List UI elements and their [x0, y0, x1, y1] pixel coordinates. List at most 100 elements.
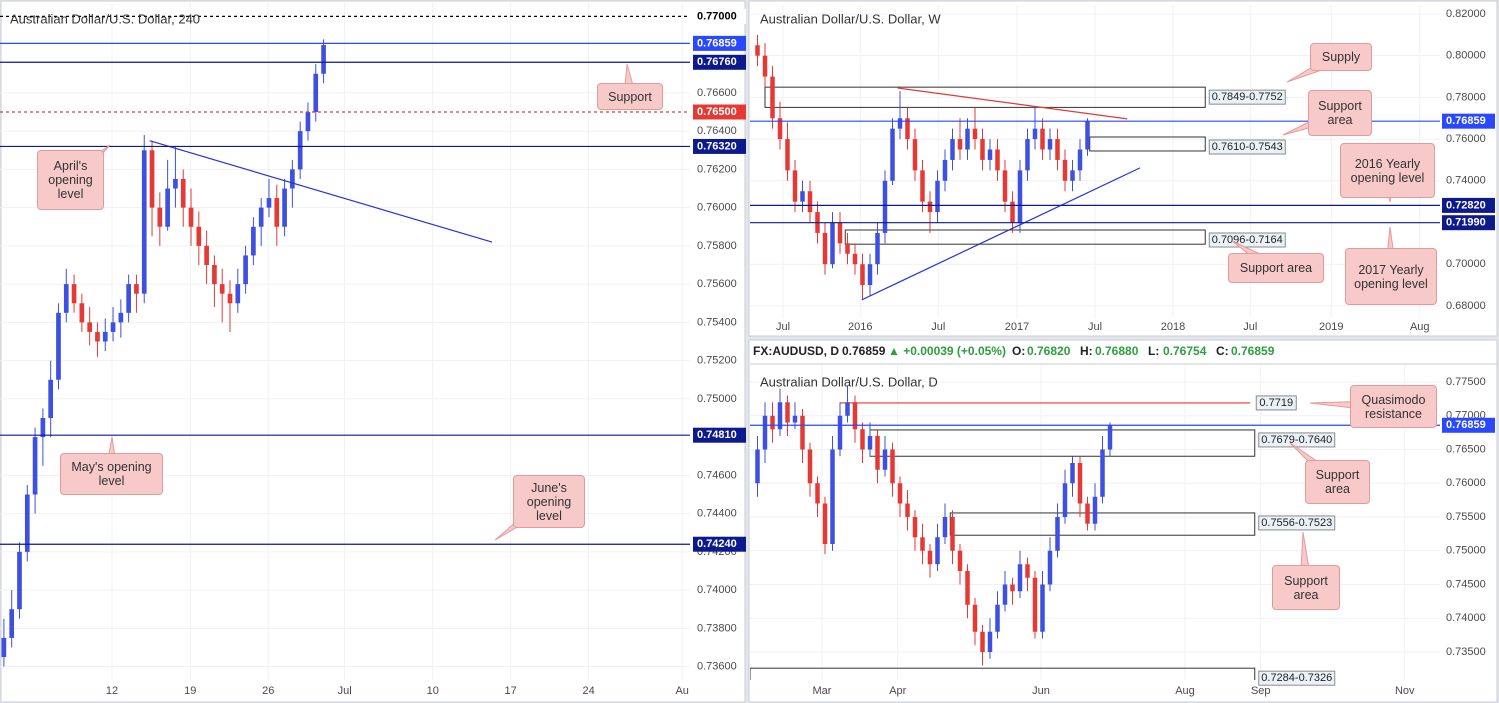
candle-body — [227, 293, 233, 304]
candle-body — [890, 449, 895, 484]
level-label-box — [693, 54, 746, 70]
candle-body — [905, 503, 910, 517]
candle-body — [1107, 425, 1113, 450]
zone-label: 0.7284-0.7326 — [1261, 672, 1332, 684]
candle-body — [1047, 139, 1053, 150]
candle-body — [1010, 201, 1015, 223]
candle-body — [1077, 463, 1083, 504]
callout: Supply — [1310, 43, 1372, 71]
callout: Support area — [1308, 90, 1372, 136]
candle-body — [126, 284, 131, 313]
y-tick-label: 0.70000 — [1446, 258, 1486, 270]
candle-body — [957, 139, 963, 150]
candle-body — [274, 198, 280, 227]
level-label-box — [1442, 417, 1495, 433]
candle-body — [188, 207, 194, 227]
candle-body — [762, 415, 768, 450]
candle-body — [882, 180, 888, 233]
candle-body — [995, 604, 1000, 632]
candle-body — [822, 503, 828, 544]
candle-body — [800, 191, 805, 202]
candle-body — [79, 303, 85, 323]
candle-body — [830, 222, 835, 265]
candle-body — [32, 437, 38, 495]
candle-body — [71, 284, 77, 304]
header-ohlc-value: 0.76859 — [1231, 344, 1275, 358]
candle-body — [830, 449, 835, 544]
candle-body — [1032, 128, 1038, 140]
candle-body — [157, 207, 163, 227]
x-tick-label: Sep — [1251, 685, 1271, 697]
candle-body — [912, 139, 918, 171]
candle-body — [149, 150, 155, 208]
x-tick-label: Jul — [1243, 321, 1257, 333]
y-tick-label: 0.73800 — [697, 622, 737, 634]
panel-240 — [0, 0, 746, 703]
x-tick-label: Jul — [1088, 321, 1102, 333]
candle-body — [1017, 170, 1023, 223]
candle-body — [165, 188, 170, 227]
candle-body — [102, 331, 108, 342]
candle-body — [63, 284, 69, 313]
y-tick-label: 0.78000 — [1446, 91, 1486, 103]
candle-body — [1010, 584, 1015, 592]
candle-body — [321, 45, 326, 74]
y-tick-label: 0.76000 — [1446, 133, 1486, 145]
y-tick-label: 0.74000 — [697, 584, 737, 596]
zone-label: 0.7096-0.7164 — [1212, 234, 1283, 246]
zone-label-box — [1258, 670, 1336, 686]
callout: May's opening level — [60, 453, 163, 495]
y-tick-label: 0.76000 — [697, 202, 737, 214]
x-tick-label: 19 — [184, 685, 196, 697]
x-tick-label: Nov — [1395, 685, 1415, 697]
zone — [750, 667, 1256, 680]
candle-body — [972, 604, 978, 632]
candle-body — [875, 436, 880, 470]
x-tick-label: 17 — [505, 685, 517, 697]
candle-body — [290, 169, 295, 189]
candle-body — [1070, 463, 1075, 484]
panel-title: Australian Dollar/U.S. Dollar, 240 — [10, 11, 200, 26]
x-tick-label: Apr — [889, 685, 906, 697]
y-tick-label: 0.74500 — [1446, 578, 1486, 590]
header-ohlc-value: 0.76880 — [1095, 344, 1139, 358]
candle-body — [927, 550, 933, 565]
candle-body — [1092, 496, 1098, 524]
candle-body — [845, 243, 850, 254]
candle-body — [141, 150, 147, 294]
candle-body — [235, 284, 241, 304]
y-tick-label: 0.74400 — [697, 508, 737, 520]
y-tick-label: 0.76200 — [697, 163, 737, 175]
x-tick-label: 12 — [106, 685, 118, 697]
zone-label-box — [1208, 139, 1286, 155]
candle-body — [770, 76, 775, 119]
y-tick-label: 0.75000 — [1446, 545, 1486, 557]
candle-body — [1017, 564, 1023, 592]
candle-body — [251, 226, 256, 256]
candle-body — [1062, 159, 1068, 181]
callout: Support — [597, 83, 663, 110]
candle-body — [48, 379, 54, 418]
x-tick-label: 24 — [583, 685, 595, 697]
y-tick-label: 0.75600 — [697, 278, 737, 290]
level-label-box — [693, 427, 746, 443]
candle-body — [837, 222, 843, 244]
candle-body — [1032, 577, 1038, 632]
zone-label-box — [1208, 232, 1286, 248]
candle-body — [24, 494, 30, 552]
candle-body — [134, 284, 139, 294]
candle-body — [860, 429, 865, 450]
candle-body — [258, 207, 264, 227]
candle-body — [890, 128, 895, 181]
candle-body — [950, 516, 955, 551]
candle-body — [807, 449, 813, 484]
x-tick-label: 26 — [262, 685, 274, 697]
x-tick-label: Jul — [776, 321, 790, 333]
candle-body — [785, 139, 790, 171]
candle-body — [118, 312, 124, 323]
candle-body — [867, 436, 873, 450]
zone-label-box — [1208, 89, 1286, 105]
candle-body — [965, 570, 970, 605]
header-ohlc-label: C: — [1216, 344, 1229, 358]
